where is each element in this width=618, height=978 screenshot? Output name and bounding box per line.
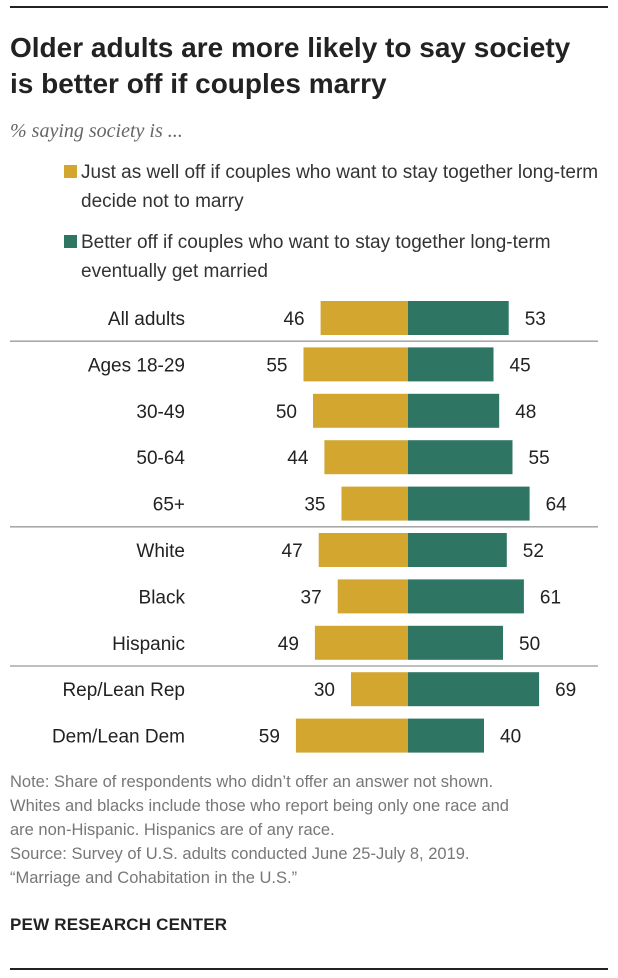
value-label-just-as-well-off: 46: [283, 309, 304, 330]
bar-just-as-well-off: [341, 486, 408, 521]
category-label: 65+: [153, 495, 185, 516]
chart-notes: Note: Share of respondents who didn’t of…: [10, 770, 610, 890]
category-label: Dem/Lean Dem: [52, 727, 185, 748]
note-line: are non-Hispanic. Hispanics are of any r…: [10, 821, 335, 839]
value-label-better-off: 55: [529, 448, 550, 469]
chart-subtitle: % saying society is ...: [10, 120, 183, 142]
bar-better-off: [408, 301, 509, 335]
legend-swatch-gold: [64, 165, 77, 178]
value-label-just-as-well-off: 30: [314, 680, 335, 701]
value-label-better-off: 40: [500, 727, 521, 748]
value-label-better-off: 48: [515, 402, 536, 423]
note-line: Whites and blacks include those who repo…: [10, 797, 509, 815]
category-label: Black: [139, 587, 186, 608]
bar-better-off: [408, 579, 524, 614]
value-label-better-off: 52: [523, 541, 544, 562]
bar-just-as-well-off: [324, 440, 408, 475]
value-label-better-off: 64: [546, 495, 568, 516]
bar-better-off: [408, 625, 503, 660]
bar-just-as-well-off: [337, 579, 408, 614]
value-label-better-off: 69: [555, 680, 576, 701]
bar-just-as-well-off: [295, 718, 408, 753]
note-line: Note: Share of respondents who didn’t of…: [10, 773, 494, 791]
category-label: White: [136, 541, 185, 562]
legend-item-just-as-well-off: Just as well off if couples who want to …: [64, 158, 604, 216]
category-label: 30-49: [136, 402, 185, 423]
value-label-just-as-well-off: 55: [266, 355, 287, 376]
value-label-just-as-well-off: 59: [259, 727, 280, 748]
bottom-rule: [10, 968, 608, 970]
bar-better-off: [408, 672, 540, 707]
value-label-just-as-well-off: 44: [287, 448, 309, 469]
bar-better-off: [408, 440, 513, 475]
value-label-just-as-well-off: 50: [276, 402, 297, 423]
category-label: Hispanic: [112, 634, 185, 655]
value-label-better-off: 50: [519, 634, 540, 655]
value-label-just-as-well-off: 35: [304, 495, 325, 516]
value-label-better-off: 61: [540, 587, 561, 608]
chart-title: Older adults are more likely to say soci…: [10, 32, 571, 99]
bar-better-off: [408, 393, 500, 428]
bar-just-as-well-off: [303, 347, 408, 382]
bar-just-as-well-off: [351, 672, 408, 707]
value-label-just-as-well-off: 47: [282, 541, 303, 562]
legend-swatch-green: [64, 235, 77, 248]
legend-label-just-as-well-off: Just as well off if couples who want to …: [81, 162, 599, 212]
legend-label-better-off: Better off if couples who want to stay t…: [81, 232, 551, 282]
bar-better-off: [408, 533, 507, 567]
category-label: Ages 18-29: [88, 355, 185, 376]
value-label-just-as-well-off: 49: [278, 634, 299, 655]
value-label-better-off: 53: [525, 309, 546, 330]
top-rule: [10, 6, 608, 8]
category-label: Rep/Lean Rep: [62, 680, 185, 701]
value-label-better-off: 45: [510, 355, 531, 376]
value-label-just-as-well-off: 37: [301, 587, 322, 608]
bar-better-off: [408, 486, 530, 521]
bar-better-off: [408, 718, 484, 753]
bar-just-as-well-off: [318, 533, 408, 567]
diverging-bar-chart: All adults 46 53 Ages 18-29 55 45 30-49 50 48 50-…: [10, 301, 598, 753]
bar-just-as-well-off: [313, 393, 408, 428]
category-label: 50-64: [136, 448, 185, 469]
bar-just-as-well-off: [320, 301, 408, 335]
source-line: Source: Survey of U.S. adults conducted …: [10, 845, 470, 863]
brand-logo-text: PEW RESEARCH CENTER: [10, 915, 228, 934]
bar-better-off: [408, 347, 494, 382]
category-label: All adults: [108, 309, 185, 330]
bar-just-as-well-off: [314, 625, 408, 660]
legend-item-better-off: Better off if couples who want to stay t…: [64, 228, 604, 286]
report-title-line: “Marriage and Cohabitation in the U.S.”: [10, 869, 298, 887]
